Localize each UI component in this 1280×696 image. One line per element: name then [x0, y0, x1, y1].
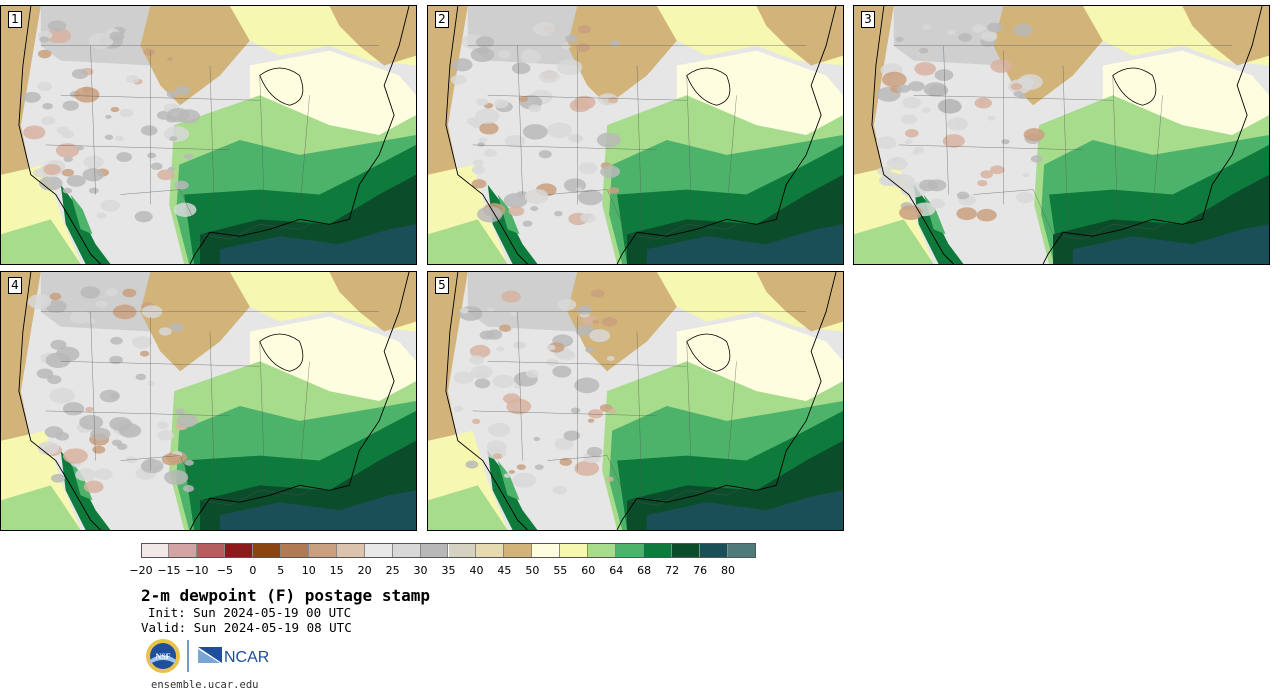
colorbar-swatch — [336, 543, 365, 558]
dewpoint-colorbar — [141, 543, 756, 558]
panel-number: 2 — [435, 11, 449, 28]
colorbar-tick-label: 55 — [553, 564, 568, 577]
ensemble-panel-1[interactable]: 1 — [0, 5, 417, 265]
colorbar-swatch — [420, 543, 449, 558]
colorbar-swatch — [308, 543, 337, 558]
colorbar-tick-label: −20 — [129, 564, 153, 577]
panel-number: 3 — [861, 11, 875, 28]
colorbar-swatch — [168, 543, 197, 558]
nsf-logo-icon[interactable]: NSF — [146, 639, 180, 673]
colorbar-tick-label: 25 — [385, 564, 400, 577]
colorbar-tick-label: 76 — [693, 564, 708, 577]
colorbar-swatch — [392, 543, 421, 558]
colorbar-tick-label: −10 — [185, 564, 209, 577]
dewpoint-map — [428, 272, 843, 530]
colorbar-swatch — [700, 543, 729, 558]
colorbar-swatch — [672, 543, 701, 558]
ensemble-panel-5[interactable]: 5 — [427, 271, 844, 531]
colorbar-swatch — [364, 543, 393, 558]
dewpoint-map — [1, 6, 416, 264]
colorbar-swatch — [476, 543, 505, 558]
website-link[interactable]: ensemble.ucar.edu — [151, 679, 259, 691]
colorbar-tick-label: −5 — [216, 564, 233, 577]
colorbar-tick-label: 40 — [469, 564, 484, 577]
panel-number: 5 — [435, 277, 449, 294]
ensemble-panel-2[interactable]: 2 — [427, 5, 844, 265]
panel-number: 1 — [8, 11, 22, 28]
colorbar-swatch — [560, 543, 589, 558]
colorbar-swatch — [252, 543, 281, 558]
colorbar-tick-label: 10 — [301, 564, 316, 577]
colorbar-swatch — [141, 543, 169, 558]
dewpoint-map — [1, 272, 416, 530]
colorbar-swatch — [448, 543, 477, 558]
init-time: Init: Sun 2024-05-19 00 UTC — [148, 605, 352, 620]
colorbar-tick-label: 80 — [721, 564, 736, 577]
ensemble-panel-4[interactable]: 4 — [0, 271, 417, 531]
colorbar-tick-label: −15 — [157, 564, 181, 577]
colorbar-tick-label: 35 — [441, 564, 456, 577]
svg-text:NSF: NSF — [155, 652, 170, 661]
colorbar-tick-label: 50 — [525, 564, 540, 577]
plot-title: 2-m dewpoint (F) postage stamp — [141, 586, 430, 605]
colorbar-swatch — [532, 543, 561, 558]
colorbar-swatch — [280, 543, 309, 558]
colorbar-tick-label: 45 — [497, 564, 512, 577]
colorbar-tick-label: 64 — [609, 564, 624, 577]
colorbar-swatch — [224, 543, 253, 558]
ncar-logo-icon[interactable]: NCAR — [198, 647, 269, 666]
colorbar-swatch — [616, 543, 645, 558]
colorbar-swatch — [196, 543, 225, 558]
ensemble-panel-3[interactable]: 3 — [853, 5, 1270, 265]
colorbar-tick-label: 20 — [357, 564, 372, 577]
colorbar-tick-label: 72 — [665, 564, 680, 577]
colorbar-tick-label: 0 — [249, 564, 257, 577]
colorbar-tick-label: 60 — [581, 564, 596, 577]
colorbar-tick-label: 5 — [277, 564, 285, 577]
colorbar-tick-label: 68 — [637, 564, 652, 577]
svg-text:NCAR: NCAR — [224, 649, 269, 666]
dewpoint-map — [428, 6, 843, 264]
panel-number: 4 — [8, 277, 22, 294]
dewpoint-map — [854, 6, 1269, 264]
colorbar-tick-label: 15 — [329, 564, 344, 577]
colorbar-swatch — [728, 543, 756, 558]
colorbar-swatch — [504, 543, 533, 558]
valid-time: Valid: Sun 2024-05-19 08 UTC — [141, 620, 352, 635]
colorbar-swatch — [588, 543, 617, 558]
colorbar-tick-label: 30 — [413, 564, 428, 577]
colorbar-swatch — [644, 543, 673, 558]
logos: NSF NCAR — [146, 639, 269, 673]
